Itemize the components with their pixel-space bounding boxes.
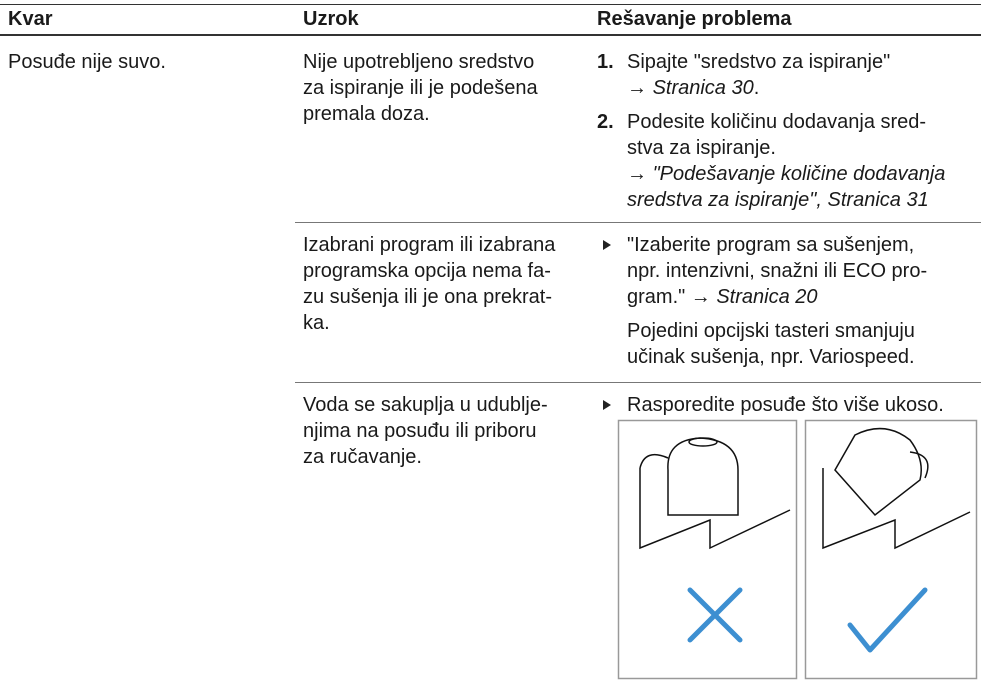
bullet [603,240,611,250]
solution-line: "Izaberite program sa sušenjem, [627,232,914,258]
header-rule [0,34,981,36]
text-segment: Sipajte "sredstvo za ispiranje" [627,51,891,73]
text-segment: Podesite količinu dodavanja sred- [627,111,927,133]
step-number: 1. [597,51,614,73]
solution-line: → "Podešavanje količine dodavanja [627,161,945,187]
text-segment: sredstva za ispiranje", Stranica 31 [627,189,929,211]
fault-text: Posuđe nije suvo. [8,51,166,73]
note-line: učinak sušenja, npr. Variospeed. [627,346,915,368]
text-segment: stva za ispiranje. [627,137,776,159]
cause-line: za ispiranje ili je podešena [303,77,538,99]
text-segment: → [627,77,653,99]
solution-line: Podesite količinu dodavanja sred- [627,109,926,135]
text-segment: gram." → [627,286,717,308]
note-line: Pojedini opcijski tasteri smanjuju [627,320,915,342]
text-segment: "Podešavanje količine dodavanja [652,163,946,185]
solution-line: npr. intenzivni, snažni ili ECO pro- [627,258,927,284]
solution-line: stva za ispiranje. [627,135,776,161]
solution-line: → Stranica 30. [627,75,759,101]
text-segment: "Izaberite program sa sušenjem, [627,234,915,256]
row-rule [295,222,981,223]
solution-line: gram." → Stranica 20 [627,284,818,310]
header-cell: Uzrok [303,8,359,30]
wrong-placement [617,419,798,680]
solution-line: Rasporedite posuđe što više ukoso. [627,392,944,418]
bullet [603,400,611,410]
cause-line: za ručavanje. [303,446,422,468]
header-cell: Rešavanje problema [597,8,792,30]
cause-line: premala doza. [303,103,430,125]
correct-placement [804,419,978,680]
text-segment: Rasporedite posuđe što više ukoso. [627,394,944,416]
cause-line: Nije upotrebljeno sredstvo [303,51,535,73]
text-segment: Stranica 30 [652,77,754,99]
header-cell: Kvar [8,8,53,30]
step-number: 2. [597,111,614,133]
solution-line: Sipajte "sredstvo za ispiranje" [627,49,890,75]
cause-line: zu sušenja ili je ona prekrat- [303,286,553,308]
row-rule [295,382,981,383]
cause-line: programska opcija nema fa- [303,260,551,282]
cause-line: ka. [303,312,330,334]
text-segment: npr. intenzivni, snažni ili ECO pro- [627,260,928,282]
cause-line: Voda se sakuplja u udubljе- [303,394,548,416]
text-segment: . [753,77,760,99]
solution-line: sredstva za ispiranje", Stranica 31 [627,187,929,213]
cause-line: Izabrani program ili izabrana [303,234,556,256]
text-segment: → [627,163,653,185]
top-rule [0,4,981,5]
cause-line: njima na posuđu ili priboru [303,420,537,442]
text-segment: Stranica 20 [716,286,818,308]
